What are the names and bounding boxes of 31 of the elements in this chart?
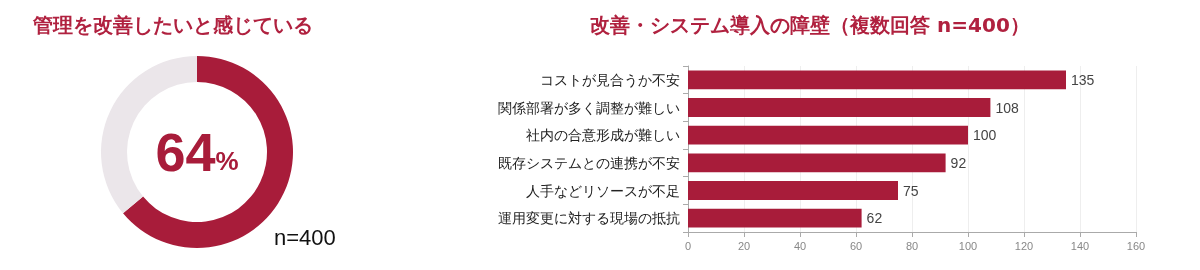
data-label: 62 — [866, 210, 883, 227]
x-tick-label: 80 — [905, 239, 919, 252]
bar — [688, 125, 968, 145]
x-tick-label: 0 — [684, 239, 692, 252]
bar — [688, 181, 898, 200]
bar — [688, 98, 991, 117]
x-tick-label: 140 — [1070, 239, 1090, 252]
data-label: 108 — [995, 99, 1019, 116]
x-tick-label: 20 — [737, 239, 751, 252]
y-tick-label: 人手などリソースが不足 — [526, 182, 680, 199]
x-tick-label: 40 — [793, 239, 807, 252]
chart-title: 改善・システム導入の障壁（複数回答 n=400） — [590, 13, 1030, 37]
x-tick-label: 120 — [1014, 239, 1034, 252]
y-tick-label: 関係部署が多く調整が難しい — [498, 99, 680, 116]
x-tick-label: 100 — [958, 239, 978, 252]
data-label: 75 — [903, 182, 919, 199]
chart-title: 管理を改善したいと感じている — [32, 13, 313, 37]
bar — [688, 208, 862, 228]
bar — [688, 70, 1066, 90]
data-label: 100 — [973, 127, 997, 144]
data-label: 92 — [950, 154, 967, 171]
data-label: 135 — [1071, 71, 1095, 88]
x-tick-label: 160 — [1126, 239, 1146, 252]
bar — [688, 153, 946, 173]
text: n=400 — [274, 224, 336, 250]
y-tick-label: 運用変更に対する現場の抵抗 — [498, 210, 680, 227]
y-tick-label: 既存システムとの連携が不安 — [498, 154, 680, 171]
y-tick-label: コストが見合うか不安 — [540, 71, 680, 88]
x-tick-label: 60 — [849, 239, 863, 252]
y-tick-label: 社内の合意形成が難しい — [526, 127, 680, 144]
text: 64% — [155, 122, 239, 182]
